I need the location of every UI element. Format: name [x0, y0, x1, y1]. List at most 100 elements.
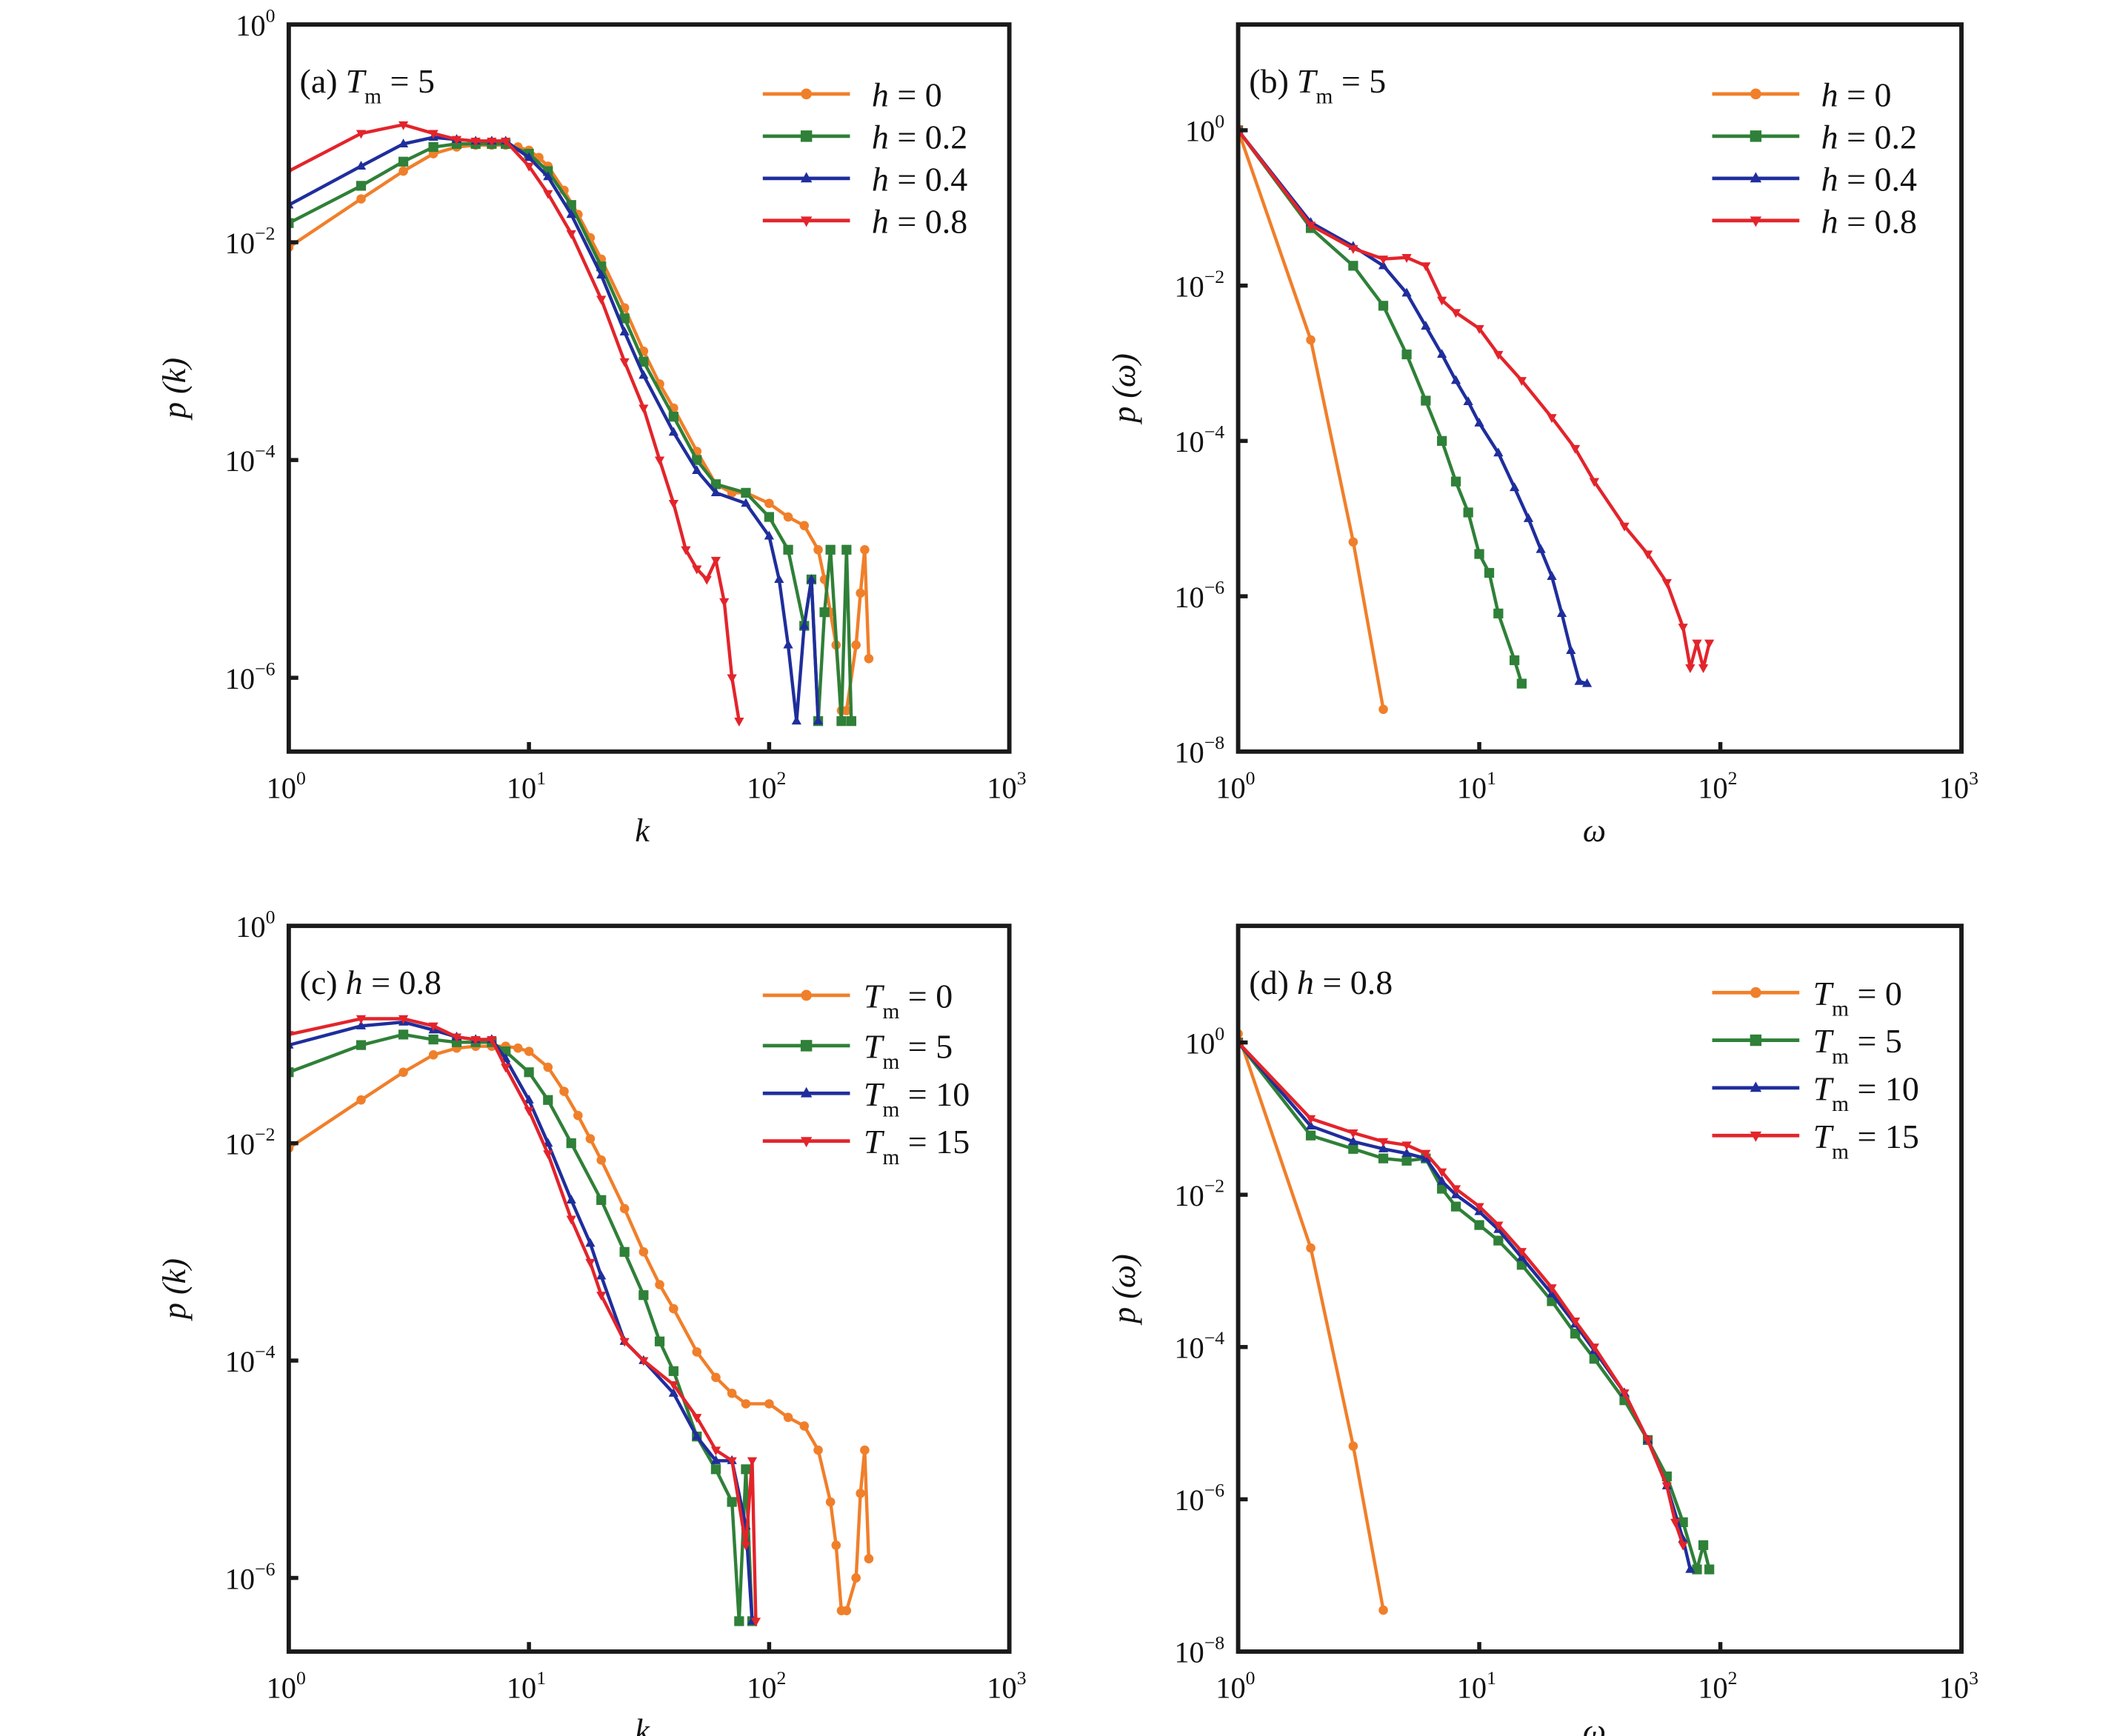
legend-marker: [1750, 88, 1761, 100]
x-tick-label: 101: [507, 767, 546, 804]
data-point: [813, 544, 823, 555]
data-point: [1574, 675, 1584, 685]
tick-exponent: 1: [1487, 1667, 1496, 1689]
data-point: [513, 1043, 523, 1053]
panel-title-value: = 0.8: [363, 964, 441, 1001]
legend-value: = 15: [899, 1123, 970, 1161]
legend-marker: [800, 1086, 813, 1098]
data-point: [487, 137, 497, 147]
data-point: [1678, 624, 1688, 633]
tick-base: 10: [1216, 1672, 1245, 1705]
series-line-3: [288, 123, 741, 721]
data-point: [727, 674, 737, 684]
tick-base: 10: [225, 1562, 255, 1595]
data-point: [524, 1106, 534, 1116]
x-tick-label: 103: [1939, 1667, 1978, 1704]
data-point: [596, 1195, 607, 1205]
data-point: [856, 588, 865, 598]
y-axis-label: p (k): [156, 358, 193, 421]
tick-base: 10: [1216, 771, 1245, 804]
data-point: [1305, 1130, 1316, 1141]
legend-variable: h: [872, 160, 889, 198]
data-point: [559, 1086, 569, 1096]
data-point: [1570, 1329, 1581, 1339]
y-tick-label: 100: [1185, 1023, 1224, 1060]
data-point: [596, 270, 607, 279]
data-point: [783, 1412, 793, 1423]
x-tick-label: 101: [507, 1667, 546, 1704]
data-point: [1450, 375, 1461, 384]
data-point: [668, 1381, 678, 1390]
data-point: [1421, 395, 1431, 406]
data-point: [1348, 261, 1358, 271]
tick-exponent: 3: [1017, 1667, 1027, 1689]
data-point: [524, 1046, 534, 1056]
tick-base: 10: [1698, 1672, 1727, 1705]
data-point: [1401, 1155, 1412, 1166]
legend-variable: h: [1821, 160, 1838, 198]
data-point: [1378, 704, 1388, 715]
data-point: [692, 565, 702, 575]
data-point: [399, 1067, 408, 1078]
legend-value: = 5: [1849, 1022, 1902, 1060]
legend-marker: [1750, 1081, 1762, 1092]
y-tick-label: 10−6: [225, 1558, 276, 1595]
data-point: [764, 498, 774, 508]
data-point: [398, 156, 409, 167]
data-point: [1523, 513, 1534, 522]
tick-base: 10: [267, 771, 296, 804]
data-point: [1589, 1343, 1599, 1353]
data-point: [356, 1095, 366, 1105]
y-tick-label: 10−8: [1174, 1632, 1224, 1669]
legend-value: = 0.2: [1838, 118, 1917, 156]
data-point: [1661, 1482, 1672, 1492]
data-point: [783, 544, 793, 555]
tick-exponent: −4: [1204, 421, 1225, 443]
data-point: [470, 137, 481, 147]
x-tick-label: 100: [1216, 767, 1255, 804]
data-point: [1401, 1147, 1412, 1157]
data-point: [1704, 1564, 1715, 1575]
data-point: [1566, 645, 1576, 655]
y-tick-label: 100: [236, 4, 275, 41]
data-point: [727, 1497, 737, 1507]
series-line-0: [288, 1044, 871, 1612]
tick-base: 10: [1185, 115, 1215, 148]
data-point: [734, 1616, 744, 1626]
panel-title-variable: h: [346, 964, 363, 1001]
data-point: [524, 1094, 534, 1104]
data-point: [864, 1554, 874, 1564]
legend-marker: [801, 88, 812, 100]
legend-subscript: m: [1832, 1092, 1849, 1116]
tick-base: 10: [747, 771, 776, 804]
data-point: [701, 575, 712, 585]
data-point: [596, 1292, 607, 1301]
tick-exponent: −8: [1204, 1632, 1224, 1653]
data-point: [1642, 550, 1653, 560]
data-point: [1474, 324, 1484, 334]
x-tick-label: 101: [1457, 1667, 1496, 1704]
x-tick-label: 102: [747, 1667, 786, 1704]
tick-base: 10: [1939, 771, 1969, 804]
data-point: [1678, 1517, 1688, 1527]
data-point: [1493, 1235, 1504, 1246]
panel-letter: (c): [300, 964, 338, 1001]
data-point: [692, 455, 702, 465]
y-tick-label: 10−2: [225, 1124, 276, 1161]
y-tick-label: 100: [1185, 110, 1224, 147]
data-point: [356, 181, 367, 191]
plot-frame: [1236, 924, 1964, 1654]
data-point: [470, 1035, 481, 1045]
tick-exponent: −4: [255, 440, 276, 461]
legend-variable: T: [864, 1123, 885, 1161]
data-point: [1516, 1248, 1527, 1258]
data-point: [619, 326, 630, 335]
data-point: [836, 716, 847, 727]
data-point: [1493, 608, 1504, 618]
legend-variable: h: [1821, 118, 1838, 156]
tick-base: 10: [236, 910, 265, 944]
legend-value: = 10: [1849, 1069, 1919, 1107]
data-point: [543, 1062, 553, 1072]
data-point: [860, 544, 870, 555]
